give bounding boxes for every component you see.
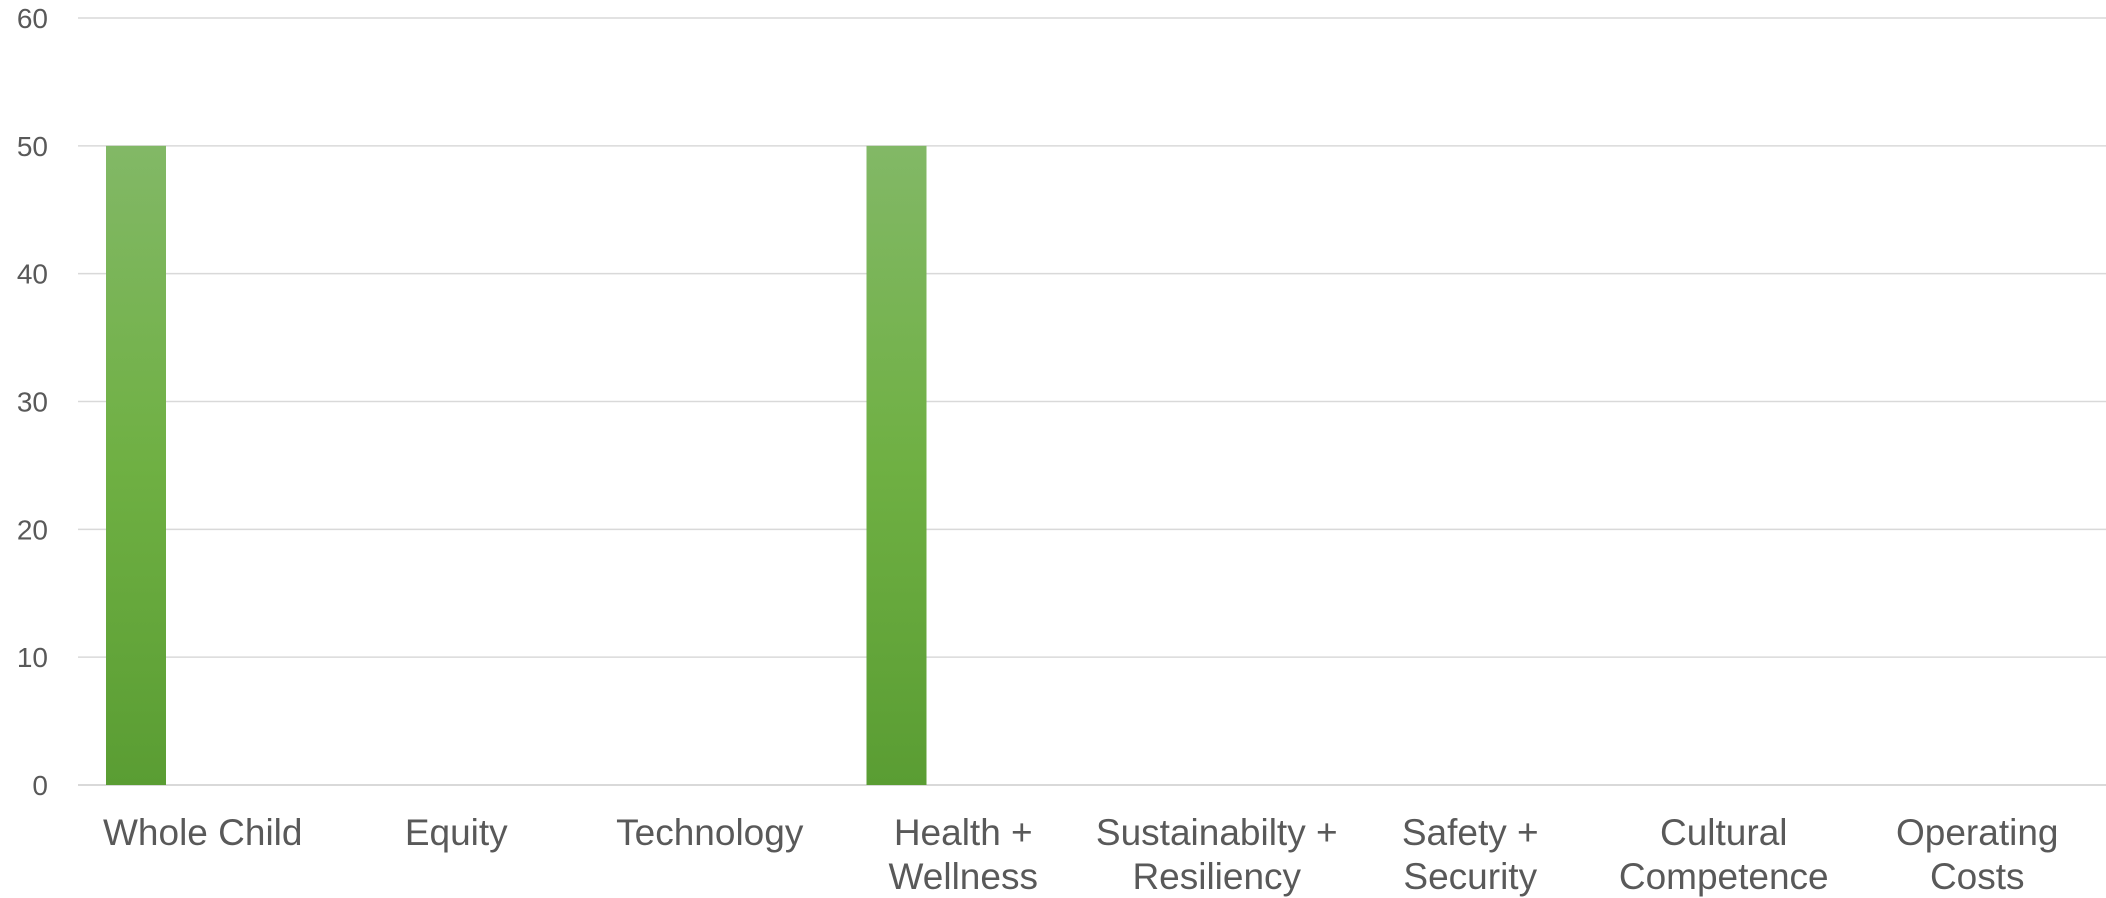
bar [866,145,927,786]
x-category-label: Whole Child [103,812,302,853]
y-tick-label: 30 [17,387,48,418]
x-category-label: Health + Wellness [889,812,1038,897]
x-category-label-line: Equity [405,812,508,853]
y-tick-label: 60 [17,3,48,34]
y-tick-label: 0 [32,770,48,801]
y-tick-label: 10 [17,642,48,673]
x-category-label-line: Technology [616,812,804,853]
y-axis-ticks: 0 10 20 30 40 50 60 [17,3,48,801]
x-category-label: Sustainabilty + Resiliency [1096,812,1338,897]
x-category-label-line: Wellness [889,856,1038,897]
x-category-label-line: Sustainabilty + [1096,812,1338,853]
x-category-label-line: Whole Child [103,812,302,853]
y-tick-label: 50 [17,131,48,162]
x-category-label-line: Costs [1930,856,2025,897]
x-category-label-line: Security [1403,856,1537,897]
x-category-label: Equity [405,812,508,853]
x-category-label: Safety + Security [1402,812,1539,897]
x-category-label-line: Cultural [1660,812,1788,853]
x-category-label-line: Competence [1619,856,1829,897]
bar [106,145,166,786]
y-tick-label: 20 [17,514,48,545]
bar-layer [106,145,927,786]
x-category-label-line: Operating [1896,812,2059,853]
x-category-label-line: Resiliency [1132,856,1301,897]
x-category-label: Operating Costs [1896,812,2059,897]
x-axis-labels: Whole Child Equity Technology Health + Welln… [103,812,2058,897]
x-category-label-line: Safety + [1402,812,1539,853]
grid-layer [78,17,2106,786]
x-category-label-line: Health + [894,812,1033,853]
x-category-label: Technology [616,812,804,853]
y-tick-label: 40 [17,259,48,290]
x-category-label: Cultural Competence [1619,812,1829,897]
